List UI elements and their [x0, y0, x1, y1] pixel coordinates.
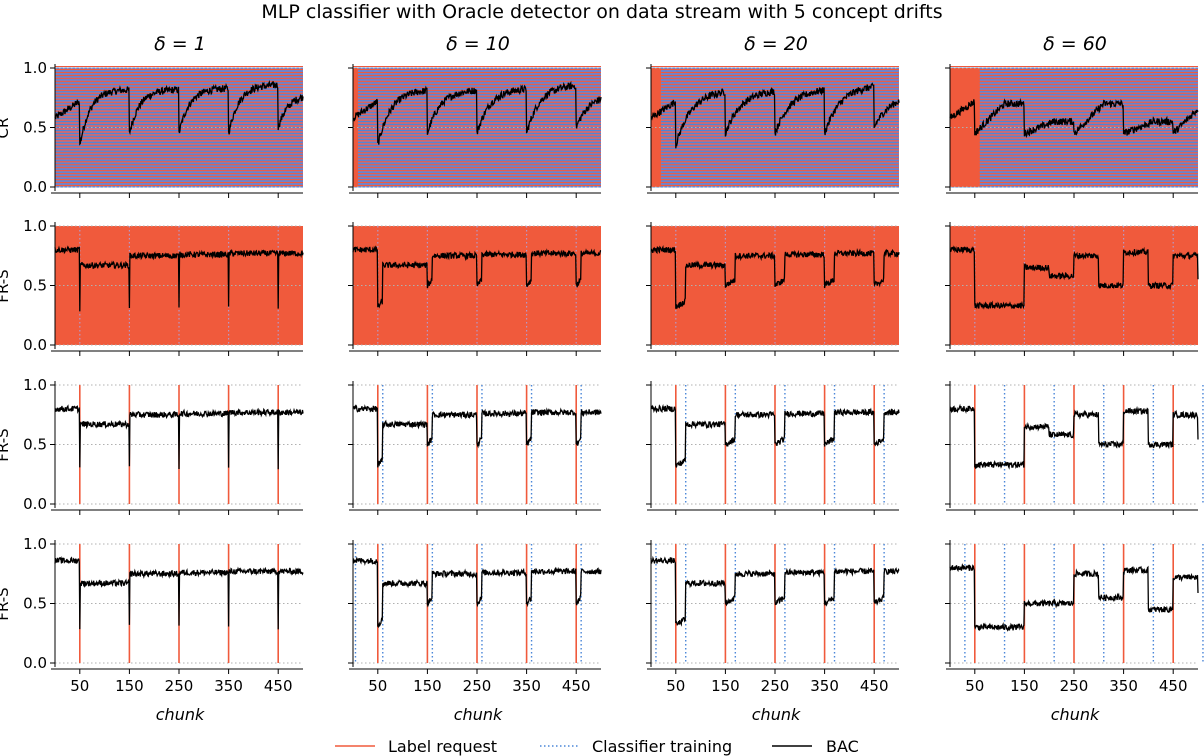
panel-4-4: 50 150 250 350 450: [945, 540, 1204, 695]
y-tick-label: 0.0: [23, 495, 47, 513]
y-tick-label: 1.0: [23, 376, 47, 394]
bac-series-line: [650, 82, 900, 149]
legend-label-bac: BAC: [826, 737, 859, 756]
x-tick-label: 150: [115, 677, 144, 695]
x-axis-label-4: chunk: [1051, 705, 1100, 724]
panel-3-2: [348, 381, 602, 515]
chart-title: MLP classifier with Oracle detector on d…: [261, 1, 942, 23]
panel-1-4: [945, 64, 1199, 198]
x-tick-label: 250: [463, 677, 492, 695]
y-tick-label: 0.5: [23, 277, 47, 295]
initial-request-block: [353, 68, 358, 187]
row-label-4: FR-S: [0, 587, 12, 620]
legend-label-label-request: Label request: [388, 737, 497, 756]
panel-3-1: 0.0 0.5 1.0: [23, 376, 304, 515]
x-tick-label: 250: [761, 677, 790, 695]
panel-1-1: 0.0 0.5 1.0: [23, 59, 304, 198]
panel-4-1: 0.0 0.5 1.0 50 150 250 350 450: [23, 535, 304, 695]
x-axis-label-3: chunk: [752, 705, 801, 724]
panel-4-2: 50 150 250 350 450: [348, 540, 602, 695]
y-tick-label: 0.0: [23, 654, 47, 672]
y-tick-label: 1.0: [23, 535, 47, 553]
legend-label-classifier-training: Classifier training: [592, 737, 732, 756]
y-tick-label: 0.0: [23, 336, 47, 354]
panels: 0.0 0.5 1.0 0.0 0.5 1.0 0.0 0.5 1.0 0.0 0.5 1.0 50 15…: [23, 59, 1204, 695]
x-tick-label: 50: [965, 677, 984, 695]
x-tick-label: 150: [711, 677, 740, 695]
x-tick-label: 150: [413, 677, 442, 695]
bac-series-line: [54, 404, 304, 470]
row-label-3: FR-S: [0, 428, 12, 461]
column-title-4: δ = 60: [1043, 33, 1107, 55]
bac-series-line: [352, 404, 602, 468]
bac-series-line: [352, 245, 602, 309]
x-tick-label: 450: [562, 677, 591, 695]
row-label-1: CR: [0, 118, 12, 139]
bac-series-line: [352, 80, 602, 145]
column-title-1: δ = 1: [154, 33, 206, 55]
row-label-2: FR-S: [0, 269, 12, 302]
x-tick-label: 450: [264, 677, 293, 695]
x-tick-label: 150: [1010, 677, 1039, 695]
bac-series-line: [949, 97, 1199, 139]
bac-series-line: [949, 403, 1199, 470]
x-tick-label: 50: [70, 677, 89, 695]
bac-series-line: [949, 245, 1199, 310]
x-axis-label-1: chunk: [156, 705, 205, 724]
panel-2-3: [646, 222, 900, 356]
bac-series-line: [352, 556, 602, 629]
panel-3-4: [945, 381, 1204, 515]
bac-series-line: [650, 403, 900, 468]
x-tick-label: 350: [214, 677, 243, 695]
bac-series-line: [949, 563, 1199, 632]
x-tick-label: 350: [810, 677, 839, 695]
x-tick-label: 450: [1159, 677, 1188, 695]
x-tick-label: 250: [165, 677, 194, 695]
panel-3-3: [646, 381, 900, 515]
bac-series-line: [54, 245, 304, 312]
panel-1-2: [348, 64, 602, 198]
panel-4-3: 50 150 250 350 450: [646, 540, 900, 695]
column-title-3: δ = 20: [744, 33, 808, 55]
x-tick-label: 450: [860, 677, 889, 695]
x-tick-label: 350: [512, 677, 541, 695]
y-tick-label: 1.0: [23, 59, 47, 77]
x-tick-label: 50: [666, 677, 685, 695]
panel-2-4: [945, 222, 1199, 356]
y-tick-label: 0.5: [23, 595, 47, 613]
panel-2-1: 0.0 0.5 1.0: [23, 217, 304, 356]
y-tick-label: 0.5: [23, 119, 47, 137]
panel-2-2: [348, 222, 602, 356]
x-axis-label-2: chunk: [454, 705, 503, 724]
bac-series-line: [650, 245, 900, 309]
legend: Label request Classifier training BAC: [335, 737, 859, 756]
column-title-2: δ = 10: [446, 33, 510, 55]
x-tick-label: 250: [1060, 677, 1089, 695]
x-tick-label: 50: [368, 677, 387, 695]
y-tick-label: 1.0: [23, 217, 47, 235]
bac-series-line: [54, 80, 304, 146]
x-tick-label: 350: [1109, 677, 1138, 695]
bac-series-line: [650, 555, 900, 627]
y-tick-label: 0.5: [23, 436, 47, 454]
bac-series-line: [54, 556, 304, 630]
y-tick-label: 0.0: [23, 178, 47, 196]
panel-1-3: [646, 64, 900, 198]
